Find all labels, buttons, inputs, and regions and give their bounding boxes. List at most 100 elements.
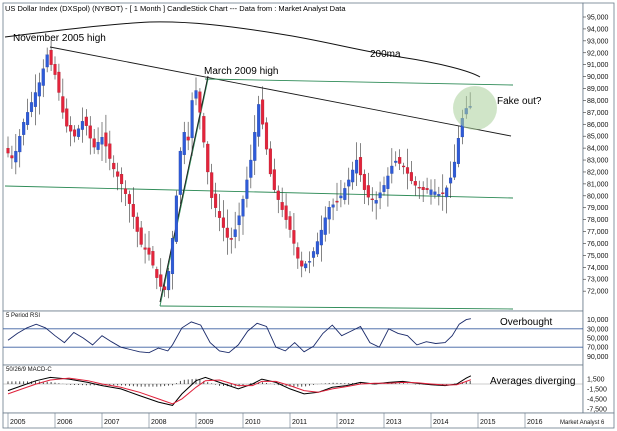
annotation-march-2009-high: March 2009 high	[204, 66, 279, 77]
candle-body	[120, 174, 124, 185]
annotation-overbought: Overbought	[500, 317, 552, 328]
candle-body	[370, 198, 374, 201]
candle-body	[429, 189, 433, 195]
candle-body	[170, 238, 175, 275]
price-y-tick-label: 82,000	[587, 169, 609, 176]
candle-body	[18, 136, 22, 153]
candle-body	[280, 202, 284, 210]
candle-body	[214, 193, 218, 208]
price-y-tick-label: 93,000	[587, 38, 609, 45]
candle-body	[10, 155, 14, 159]
candle-body	[366, 185, 370, 198]
candle-body	[409, 172, 413, 182]
candle-body	[233, 229, 237, 237]
candle-body	[257, 104, 261, 137]
candle-body	[100, 137, 104, 145]
x-tick-label: 2016	[527, 419, 543, 426]
macd-y-tick-label: 1,500	[587, 377, 605, 384]
candle-body	[221, 217, 225, 228]
candle-body	[123, 188, 128, 194]
price-y-tick-label: 84,000	[587, 146, 609, 153]
price-y-tick-label: 79,000	[587, 205, 609, 212]
candle-body	[143, 247, 147, 250]
candle-body	[190, 100, 194, 139]
x-tick-label: 2015	[480, 419, 496, 426]
candle-body	[327, 207, 331, 220]
candle-body	[186, 136, 190, 141]
candlestick-series	[6, 40, 472, 299]
candle-body	[398, 157, 402, 164]
annotation-fake-out: Fake out?	[497, 96, 542, 107]
candle-body	[225, 227, 229, 238]
candle-body	[84, 116, 88, 126]
candle-body	[194, 90, 198, 99]
candle-body	[351, 169, 355, 183]
candle-body	[104, 132, 108, 147]
macd-series	[3, 375, 583, 406]
candle-body	[167, 271, 171, 291]
candle-body	[272, 169, 276, 190]
candle-body	[45, 54, 49, 68]
price-y-tick-label: 86,000	[587, 122, 609, 129]
candle-body	[284, 205, 288, 220]
candle-body	[96, 142, 100, 150]
candle-body	[308, 261, 312, 263]
rsi-panel	[2, 310, 584, 366]
candle-body	[347, 179, 351, 187]
lower-channel-line	[159, 305, 514, 310]
price-y-tick-label: 89,000	[587, 86, 609, 93]
annotation-november-2005-high: November 2005 high	[13, 33, 106, 44]
x-tick-label: 2011	[292, 419, 307, 426]
macd-y-tick-label: -1,500	[587, 386, 607, 393]
candle-body	[147, 247, 151, 255]
candle-body	[14, 150, 18, 163]
x-axis-strip	[2, 412, 615, 429]
candle-body	[437, 194, 441, 196]
candle-body	[296, 247, 300, 259]
candle-body	[29, 102, 34, 112]
rsi-y-tick-label: 30,000	[587, 326, 609, 333]
candle-body	[210, 172, 214, 198]
price-y-tick-label: 80,000	[587, 193, 609, 200]
x-tick-label: 2008	[151, 419, 167, 426]
rsi-y-tick-label: 50,000	[587, 336, 609, 343]
price-y-tick-label: 95,000	[587, 15, 609, 22]
candle-body	[116, 171, 120, 177]
rsi-y-axis: 10,000 30,000 50,000 70,000 90,000	[587, 317, 609, 361]
candle-body	[441, 192, 445, 194]
candle-body	[449, 177, 453, 184]
price-y-tick-label: 88,000	[587, 98, 609, 105]
x-tick-label: 2005	[10, 419, 26, 426]
candle-body	[339, 195, 343, 199]
rsi-series	[3, 318, 583, 354]
candle-body	[206, 143, 210, 173]
candle-body	[378, 192, 382, 199]
candle-body	[390, 165, 394, 174]
candle-body	[358, 157, 363, 176]
candle-body	[456, 138, 460, 164]
fake-out-highlight	[453, 86, 497, 130]
candle-body	[127, 194, 131, 204]
candle-body	[53, 64, 57, 75]
candle-body	[362, 173, 366, 190]
candle-body	[261, 99, 265, 125]
rsi-title: 5 Period RSI	[6, 313, 40, 319]
candle-body	[178, 150, 182, 195]
upper-channel-line	[204, 78, 514, 86]
price-y-tick-label: 76,000	[587, 241, 609, 248]
ma-200-line	[4, 21, 481, 78]
macd-signal-line	[7, 377, 472, 405]
candle-body	[374, 200, 378, 204]
candle-body	[288, 216, 292, 230]
candle-body	[343, 188, 347, 200]
candle-body	[159, 274, 163, 287]
price-y-tick-label: 87,000	[587, 110, 609, 117]
candle-body	[268, 148, 272, 175]
candle-body	[402, 165, 406, 168]
price-y-tick-label: 75,000	[587, 253, 609, 260]
macd-title: 50/26/9 MACD-C	[6, 367, 52, 373]
candle-body	[57, 71, 61, 93]
x-tick-label: 2010	[245, 419, 261, 426]
candle-body	[217, 211, 222, 218]
candle-body	[245, 179, 249, 199]
